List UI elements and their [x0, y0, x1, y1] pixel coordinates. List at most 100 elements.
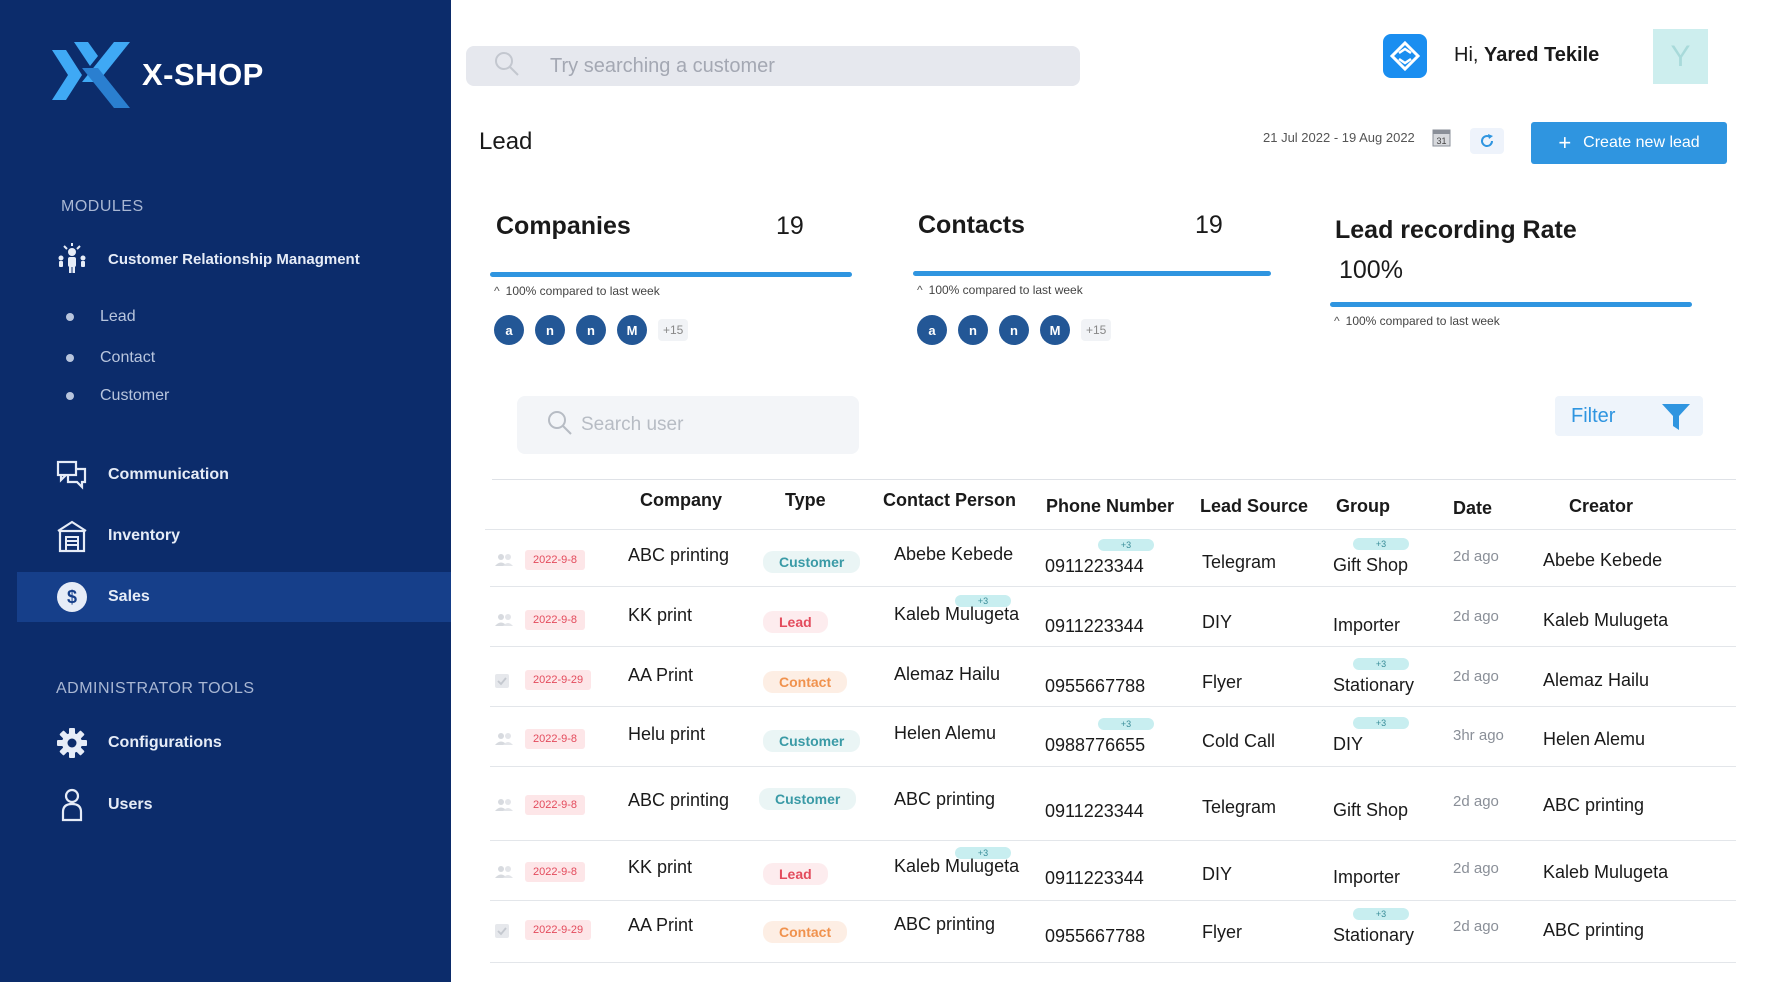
more-avatars-count: +15 — [1081, 319, 1112, 341]
nav-crm-label: Customer Relationship Managment — [108, 250, 360, 268]
date-badge: 2022-9-8 — [525, 795, 586, 815]
lead-source-cell: DIY — [1202, 612, 1233, 632]
chevron-up-icon: ^ — [494, 284, 500, 298]
phone-number-cell: 0911223344 — [1045, 868, 1144, 888]
company-cell: ABC printing — [628, 545, 730, 565]
avatar[interactable]: Y — [1653, 29, 1708, 84]
header-date[interactable]: Date — [1453, 498, 1493, 518]
row-divider — [490, 840, 1736, 841]
search-placeholder: Try searching a customer — [550, 54, 775, 77]
user-name: Yared Tekile — [1484, 44, 1600, 66]
avatar: n — [958, 315, 988, 345]
people-icon[interactable] — [494, 865, 513, 879]
type-badge[interactable]: Contact — [763, 921, 848, 943]
date-range[interactable]: 21 Jul 2022 - 19 Aug 2022 — [1263, 130, 1415, 145]
header-creator[interactable]: Creator — [1569, 496, 1634, 516]
phone-number-cell: 0955667788 — [1045, 676, 1146, 696]
filter-button[interactable]: Filter — [1555, 396, 1703, 436]
phone-number-cell: 0911223344 — [1045, 801, 1144, 821]
nav-sales[interactable]: $ Sales — [17, 572, 451, 622]
logo[interactable]: X-SHOP — [52, 42, 264, 108]
type-badge[interactable]: Contact — [763, 671, 848, 693]
create-new-lead-button[interactable]: + Create new lead — [1531, 122, 1727, 164]
type-badge[interactable]: Lead — [763, 611, 828, 633]
company-cell: AA Print — [628, 915, 694, 935]
type-badge[interactable]: Customer — [763, 730, 861, 752]
date-ago-cell: 2d ago — [1453, 860, 1499, 877]
more-phones-badge[interactable]: +3 — [1098, 718, 1154, 730]
header-group[interactable]: Group — [1336, 496, 1390, 516]
people-icon[interactable] — [494, 613, 513, 627]
svg-text:$: $ — [67, 587, 77, 607]
companies-avatars[interactable]: a n n M +15 — [494, 315, 689, 345]
contact-person-cell: Kaleb Mulugeta — [894, 604, 1020, 624]
more-groups-badge[interactable]: +3 — [1353, 538, 1409, 550]
checkbox-icon[interactable] — [494, 923, 512, 938]
modules-label: MODULES — [61, 198, 144, 215]
group-cell: Gift Shop — [1333, 555, 1409, 575]
more-groups-badge[interactable]: +3 — [1353, 717, 1409, 729]
more-phones-badge[interactable]: +3 — [1098, 539, 1154, 551]
type-badge[interactable]: Customer — [759, 788, 857, 810]
date-badge: 2022-9-29 — [525, 670, 592, 690]
search-user-placeholder: Search user — [581, 414, 684, 435]
more-contacts-badge[interactable]: +3 — [955, 595, 1011, 607]
row-divider — [490, 962, 1736, 963]
type-badge[interactable]: Customer — [763, 551, 861, 573]
checkbox-icon[interactable] — [494, 673, 512, 688]
crm-people-icon — [54, 241, 90, 277]
header-type[interactable]: Type — [785, 490, 826, 510]
nav-communication-label: Communication — [108, 466, 229, 483]
customer-search-input[interactable]: Try searching a customer — [466, 46, 1080, 86]
people-icon[interactable] — [494, 732, 513, 746]
people-icon[interactable] — [494, 798, 513, 812]
comparison-text: 100% compared to last week — [928, 283, 1083, 297]
sidebar-item-customer[interactable]: Customer — [66, 387, 169, 405]
company-cell: Helu print — [628, 724, 706, 744]
people-icon[interactable] — [494, 553, 513, 567]
nav-crm[interactable]: Customer Relationship Managment — [0, 234, 451, 284]
companies-title: Companies — [496, 212, 631, 240]
creator-cell: ABC printing — [1543, 795, 1645, 815]
sidebar-item-lead[interactable]: Lead — [66, 308, 136, 326]
phone-number-cell: 0911223344 — [1045, 556, 1144, 576]
gear-icon — [54, 725, 90, 761]
nav-users[interactable]: Users — [0, 780, 451, 830]
date-ago-cell: 2d ago — [1453, 668, 1499, 685]
contacts-avatars[interactable]: a n n M +15 — [917, 315, 1112, 345]
date-badge: 2022-9-29 — [525, 920, 592, 940]
bullet-icon — [66, 354, 74, 362]
more-contacts-badge[interactable]: +3 — [955, 847, 1011, 859]
date-badge: 2022-9-8 — [525, 550, 586, 570]
nav-configurations[interactable]: Configurations — [0, 718, 451, 768]
phone-number-cell: 0911223344 — [1045, 616, 1144, 636]
nav-sales-label: Sales — [108, 588, 150, 605]
type-badge[interactable]: Lead — [763, 863, 828, 885]
header-lead-source[interactable]: Lead Source — [1200, 496, 1309, 516]
app-badge-icon[interactable] — [1383, 34, 1427, 78]
nav-communication[interactable]: Communication — [0, 450, 451, 500]
refresh-button[interactable] — [1470, 128, 1504, 154]
calendar-icon[interactable]: 31 — [1432, 127, 1451, 147]
more-groups-badge[interactable]: +3 — [1353, 658, 1409, 670]
header-contact-person[interactable]: Contact Person — [883, 490, 1017, 510]
date-badge: 2022-9-8 — [525, 862, 586, 882]
sidebar-item-contact[interactable]: Contact — [66, 349, 155, 367]
warehouse-icon — [54, 518, 90, 554]
dollar-icon: $ — [54, 579, 90, 615]
row-divider — [490, 900, 1736, 901]
date-ago-cell: 2d ago — [1453, 793, 1499, 810]
user-icon — [54, 787, 90, 823]
contact-person-cell: Alemaz Hailu — [894, 664, 1001, 684]
group-cell: Importer — [1333, 615, 1401, 635]
lead-rate-value: 100% — [1339, 256, 1403, 284]
lead-source-cell: Flyer — [1202, 922, 1242, 942]
header-company[interactable]: Company — [640, 490, 723, 510]
chevron-up-icon: ^ — [917, 283, 923, 297]
more-groups-badge[interactable]: +3 — [1353, 908, 1409, 920]
lead-source-cell: Flyer — [1202, 672, 1242, 692]
nav-inventory[interactable]: Inventory — [0, 511, 451, 561]
header-phone-number[interactable]: Phone Number — [1046, 496, 1175, 516]
date-ago-cell: 2d ago — [1453, 548, 1499, 565]
search-user-input[interactable]: Search user — [517, 396, 859, 454]
